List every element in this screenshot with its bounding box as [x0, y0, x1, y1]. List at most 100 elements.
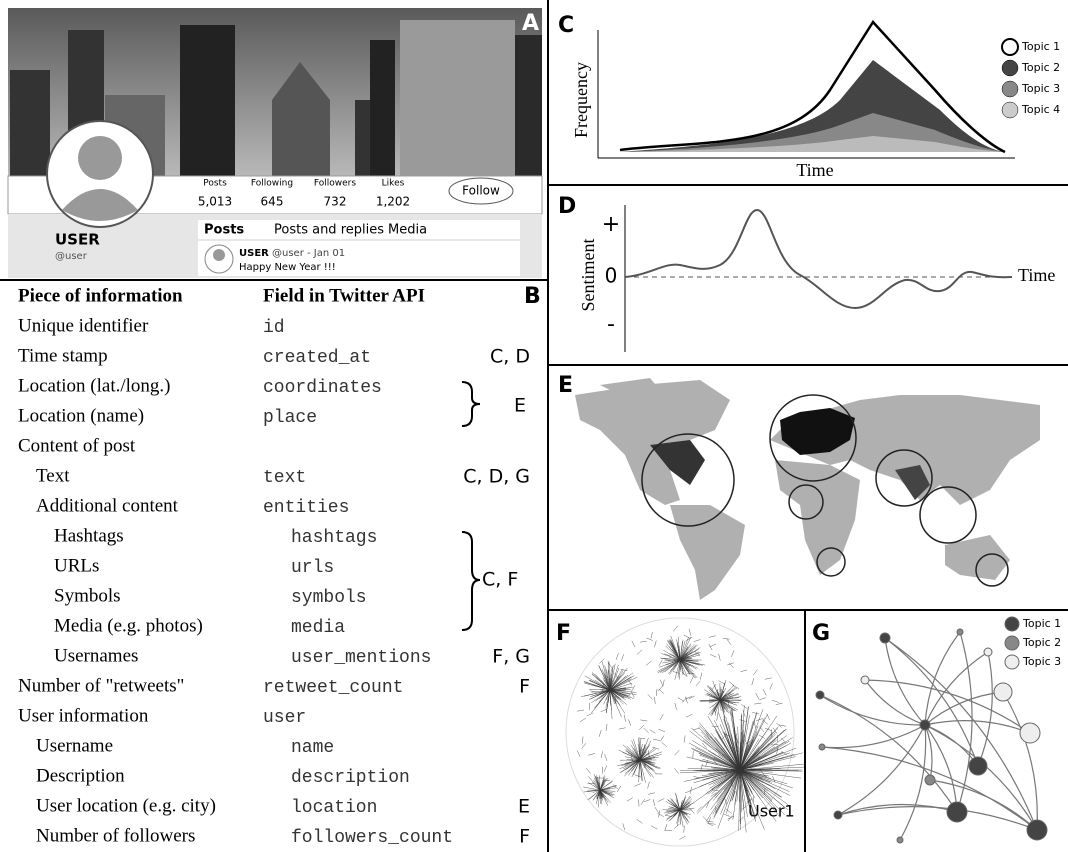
info-cell: Time stamp	[18, 345, 108, 366]
legend-swatch	[1002, 102, 1018, 118]
y-tick-label: 0	[605, 264, 618, 288]
legend-swatch	[1002, 60, 1018, 76]
stat-label: Followers	[314, 179, 356, 189]
network-node	[861, 676, 869, 684]
bracket	[462, 382, 480, 426]
network-edge	[900, 725, 926, 840]
network-node	[816, 691, 824, 699]
field-cell: id	[263, 318, 285, 338]
info-cell: Number of followers	[36, 825, 195, 846]
network-node	[1020, 723, 1040, 743]
field-cell: user_mentions	[291, 648, 431, 668]
sentiment-line	[625, 210, 1012, 308]
tab[interactable]: Posts and replies	[274, 223, 384, 238]
info-cell: Location (name)	[18, 405, 144, 426]
info-cell: URLs	[54, 555, 99, 576]
network-node	[969, 757, 987, 775]
network-edge	[925, 725, 1037, 830]
legend-label: Topic 2	[1021, 61, 1060, 74]
info-cell: User location (e.g. city)	[36, 795, 216, 816]
panel-c: C Frequency Time	[558, 13, 1015, 180]
refs-cell: C, D	[490, 346, 530, 368]
stat-label: Likes	[382, 179, 405, 189]
tab[interactable]: Posts	[204, 223, 244, 238]
panel-b: Piece of information Field in Twitter AP…	[18, 284, 541, 848]
y-tick-label: -	[607, 312, 615, 337]
network-edge	[820, 695, 957, 812]
info-cell: Number of "retweets"	[18, 675, 184, 696]
field-cell: coordinates	[263, 378, 382, 398]
network-node	[925, 775, 935, 785]
panel-letter: B	[524, 284, 541, 309]
panel-a: Follow USER @user Posts Posts and replie…	[8, 8, 542, 278]
refs-cell: C, D, G	[463, 466, 530, 488]
refs-cell: F	[519, 826, 530, 848]
stat-value: 645	[261, 195, 284, 209]
y-axis-label: Frequency	[571, 62, 591, 138]
network-edge	[838, 725, 925, 815]
field-cell: description	[291, 768, 410, 788]
stat-label: Following	[251, 179, 293, 189]
field-cell: symbols	[291, 588, 367, 608]
network-edge	[838, 805, 957, 815]
y-tick-label: +	[602, 212, 620, 237]
panel-f: F User1	[556, 618, 806, 846]
tweet-text: Happy New Year !!!	[239, 262, 336, 273]
network-edge	[838, 807, 1037, 830]
info-cell: Media (e.g. photos)	[54, 615, 203, 636]
field-cell: name	[291, 738, 334, 758]
panel-d: D + 0 - Sentiment Time	[558, 194, 1055, 352]
stat-value: 5,013	[198, 195, 232, 209]
info-cell: Location (lat./long.)	[18, 375, 170, 396]
refs-cell: F	[519, 676, 530, 698]
legend-swatch	[1005, 655, 1019, 669]
field-cell: media	[291, 618, 345, 638]
legend: Topic 1Topic 2Topic 3Topic 4	[1002, 39, 1060, 118]
info-cell: Symbols	[54, 585, 121, 606]
legend-label: Topic 1	[1021, 40, 1060, 53]
tweet-meta: @user - Jan 01	[272, 248, 345, 259]
refs-cell: E	[518, 796, 530, 818]
info-cell: Description	[36, 765, 125, 786]
network-node	[1027, 820, 1047, 840]
legend-label: Topic 3	[1021, 82, 1060, 95]
field-cell: place	[263, 408, 317, 428]
network-edge	[978, 652, 992, 766]
info-cell: Usernames	[54, 645, 138, 666]
info-cell: Text	[36, 465, 70, 486]
field-cell: retweet_count	[263, 678, 403, 698]
bracket-refs: C, F	[482, 569, 518, 591]
legend-swatch	[1005, 636, 1019, 650]
x-axis-label: Time	[1018, 265, 1055, 285]
network-node	[819, 744, 825, 750]
network-node	[984, 648, 992, 656]
network-edge	[822, 747, 1037, 830]
network-edge	[925, 652, 988, 725]
network-edge	[820, 695, 925, 725]
x-axis-label: Time	[796, 160, 833, 180]
field-cell: entities	[263, 498, 349, 518]
figure: Follow USER @user Posts Posts and replie…	[0, 0, 1068, 852]
legend-label: Topic 3	[1022, 655, 1061, 668]
network-edge	[957, 632, 972, 812]
field-cell: followers_count	[291, 828, 453, 848]
legend-label: Topic 2	[1022, 636, 1061, 649]
user-handle: @user	[55, 251, 88, 262]
network-node	[880, 633, 890, 643]
info-cell: Content of post	[18, 435, 136, 456]
tab[interactable]: Media	[388, 223, 427, 238]
legend-swatch	[1005, 617, 1019, 631]
panel-letter: A	[522, 11, 539, 36]
network-node	[947, 802, 967, 822]
network-edge	[865, 680, 925, 725]
network-node	[834, 811, 842, 819]
follow-label[interactable]: Follow	[462, 184, 500, 198]
legend-swatch	[1002, 81, 1018, 97]
table-header: Piece of information	[18, 285, 183, 306]
info-cell: Username	[36, 735, 113, 756]
tweet-avatar-head	[213, 249, 225, 261]
bracket-refs: E	[514, 395, 526, 417]
panel-letter: G	[812, 621, 830, 646]
field-cell: user	[263, 708, 306, 728]
panel-letter: C	[558, 13, 574, 38]
